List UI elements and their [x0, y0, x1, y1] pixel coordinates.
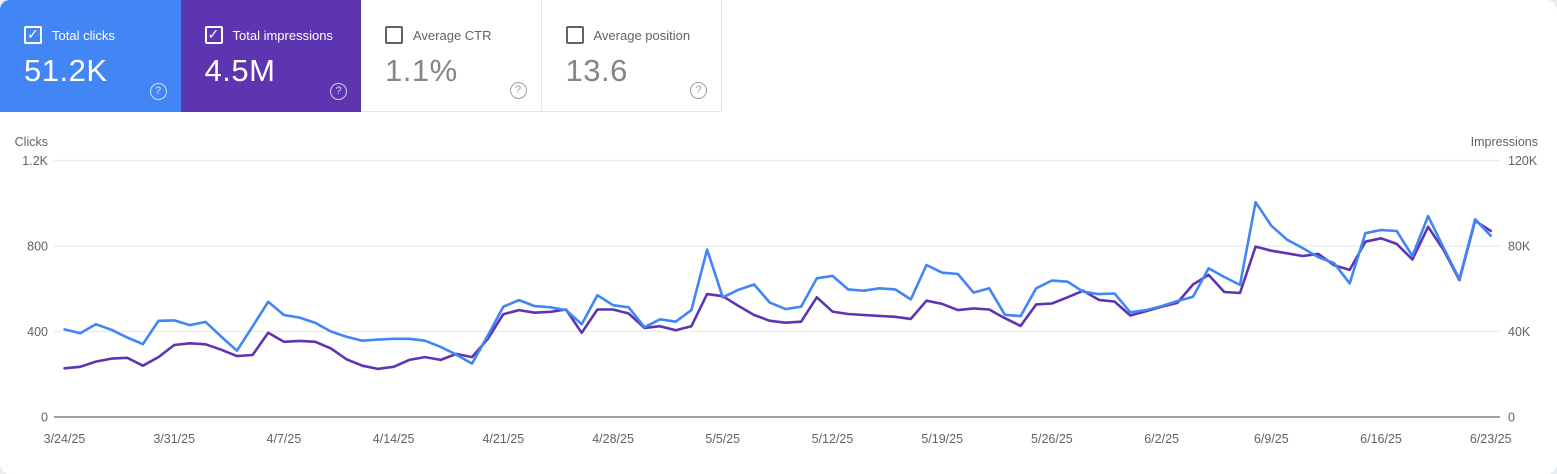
metric-card-average-ctr[interactable]: Average CTR 1.1% ? [361, 0, 542, 112]
checkbox-checked-icon[interactable] [24, 25, 42, 44]
left-axis-title: Clicks [15, 135, 48, 149]
x-axis-date-label: 4/14/25 [373, 432, 415, 446]
x-axis-date-label: 6/2/25 [1144, 432, 1179, 446]
right-axis-tick-label: 40K [1508, 325, 1531, 339]
x-axis-date-label: 3/24/25 [44, 432, 86, 446]
help-icon[interactable]: ? [330, 83, 347, 100]
metric-card-total-clicks[interactable]: Total clicks 51.2K ? [0, 0, 181, 112]
left-axis-tick-label: 400 [27, 325, 48, 339]
help-icon[interactable]: ? [509, 82, 527, 99]
x-axis-date-label: 5/12/25 [812, 432, 854, 446]
help-icon[interactable]: ? [690, 82, 707, 99]
checkbox-checked-icon[interactable] [204, 25, 223, 44]
metric-card-average-position[interactable]: Average position 13.6 ? [541, 0, 722, 112]
x-axis-date-label: 6/9/25 [1254, 432, 1289, 446]
card-header: Average CTR [385, 26, 541, 44]
x-axis-date-label: 3/31/25 [153, 432, 195, 446]
card-label: Total clicks [52, 27, 115, 43]
clicks-line[interactable] [63, 200, 1492, 365]
right-axis-title: Impressions [1471, 135, 1538, 149]
x-axis-date-label: 5/5/25 [705, 432, 740, 446]
right-axis-tick-label: 0 [1508, 411, 1515, 425]
left-axis-tick-label: 800 [27, 240, 48, 254]
card-header: Average position [565, 26, 722, 44]
card-header: Total clicks [24, 25, 181, 44]
card-header: Total impressions [204, 25, 362, 44]
right-axis-tick-label: 80K [1508, 240, 1531, 254]
total-impressions-value: 4.5M [204, 53, 276, 88]
average-position-value: 13.6 [565, 53, 628, 88]
x-axis-date-label: 6/23/25 [1470, 432, 1512, 446]
card-label: Average CTR [413, 27, 492, 43]
x-axis-date-label: 4/21/25 [482, 432, 524, 446]
total-clicks-value: 51.2K [24, 53, 108, 88]
x-axis-date-label: 6/16/25 [1360, 432, 1402, 446]
card-label: Total impressions [232, 27, 333, 43]
help-icon[interactable]: ? [149, 83, 167, 100]
impressions-line[interactable] [63, 219, 1492, 371]
checkbox-unchecked-icon[interactable] [565, 26, 584, 44]
x-axis-date-label: 5/26/25 [1031, 432, 1073, 446]
right-axis-tick-label: 120K [1508, 154, 1538, 168]
left-axis-tick-label: 1.2K [22, 154, 48, 168]
metric-card-total-impressions[interactable]: Total impressions 4.5M ? [180, 0, 362, 112]
x-axis-date-label: 4/7/25 [267, 432, 302, 446]
x-axis-date-label: 4/28/25 [592, 432, 634, 446]
metric-cards-row: Total clicks 51.2K ? Total impressions 4… [0, 0, 1557, 112]
card-label: Average position [593, 27, 691, 43]
left-axis-tick-label: 0 [41, 411, 48, 425]
checkbox-unchecked-icon[interactable] [385, 26, 403, 44]
x-axis-date-label: 5/19/25 [921, 432, 963, 446]
average-ctr-value: 1.1% [385, 53, 458, 88]
